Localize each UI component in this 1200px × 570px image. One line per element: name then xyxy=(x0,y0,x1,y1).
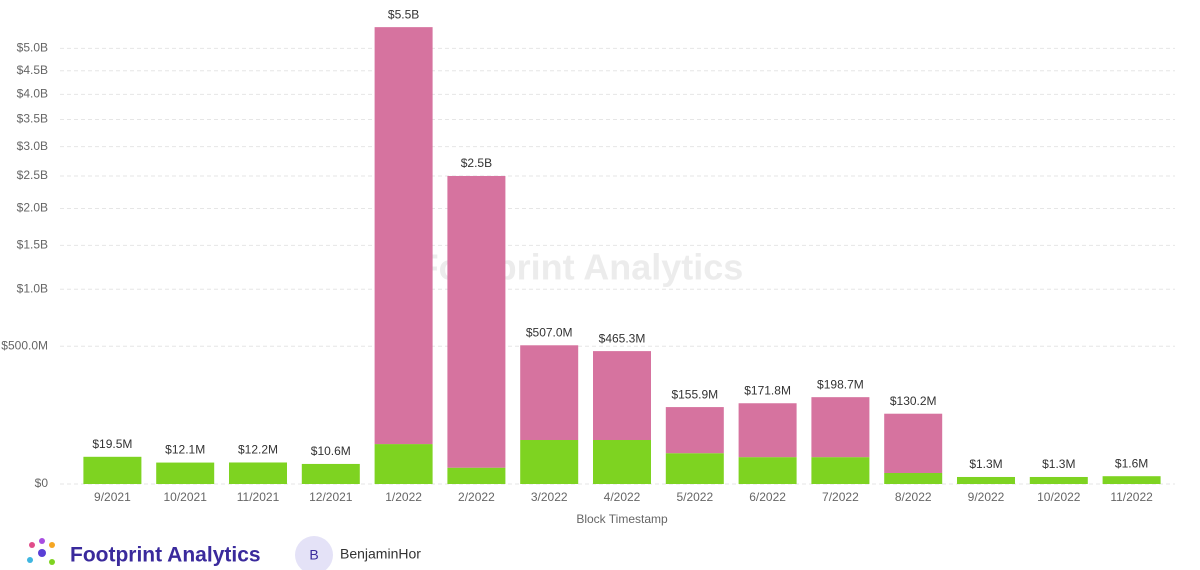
x-tick-label: 12/2021 xyxy=(309,490,353,504)
bar-segment xyxy=(156,462,215,484)
x-tick-label: 10/2021 xyxy=(164,490,208,504)
y-tick-label: $1.5B xyxy=(17,238,48,252)
x-tick-label: 4/2022 xyxy=(604,490,641,504)
bar-segment xyxy=(301,463,360,484)
total-label: $1.6M xyxy=(1115,456,1148,470)
total-label: $2.5B xyxy=(461,156,492,170)
avatar[interactable] xyxy=(295,536,333,570)
bar-segment xyxy=(957,476,1015,484)
bar-segment xyxy=(520,345,579,441)
x-tick-label: 2/2022 xyxy=(458,490,495,504)
bar-segment xyxy=(1029,476,1088,484)
bar-segment xyxy=(229,462,287,484)
total-label: $10.6M xyxy=(311,444,351,458)
y-tick-label: $0 xyxy=(35,476,49,490)
bar-segment xyxy=(593,351,651,441)
x-tick-label: 10/2022 xyxy=(1037,490,1081,504)
y-tick-label: $4.0B xyxy=(17,87,48,101)
total-label: $155.9M xyxy=(671,387,718,401)
bar-segment xyxy=(738,403,797,458)
x-tick-label: 1/2022 xyxy=(385,490,422,504)
bar-segment xyxy=(811,397,870,458)
bar-segment xyxy=(374,444,433,484)
y-tick-label: $500.0M xyxy=(1,338,48,352)
x-tick-label: 9/2021 xyxy=(94,490,131,504)
bar-segment xyxy=(83,456,142,484)
bar-segment xyxy=(665,407,724,454)
bar-segment xyxy=(665,453,724,484)
bar-segment xyxy=(593,440,651,484)
y-tick-label: $3.0B xyxy=(17,139,48,153)
bar-segment xyxy=(447,175,506,468)
y-tick-label: $2.5B xyxy=(17,168,48,182)
total-label: $130.2M xyxy=(890,394,937,408)
bar-segment xyxy=(884,472,943,484)
total-label: $198.7M xyxy=(817,377,864,391)
y-tick-label: $3.5B xyxy=(17,112,48,126)
x-tick-label: 5/2022 xyxy=(676,490,713,504)
footer-logo xyxy=(27,538,55,565)
total-label: $465.3M xyxy=(599,331,646,345)
x-axis-label: Block Timestamp xyxy=(576,512,668,526)
bar-segment xyxy=(811,457,870,484)
total-label: $507.0M xyxy=(526,325,573,339)
avatar-letter: B xyxy=(309,547,318,563)
y-tick-label: $2.0B xyxy=(17,201,48,215)
x-tick-label: 6/2022 xyxy=(749,490,786,504)
bar-segment xyxy=(447,467,506,484)
user-name[interactable]: BenjaminHor xyxy=(340,546,421,562)
y-tick-label: $5.0B xyxy=(17,41,48,55)
total-label: $5.5B xyxy=(388,7,419,21)
bar-segment xyxy=(520,440,579,484)
x-tick-label: 9/2022 xyxy=(968,490,1005,504)
total-label: $1.3M xyxy=(1042,457,1075,471)
x-tick-label: 3/2022 xyxy=(531,490,568,504)
x-tick-label: 7/2022 xyxy=(822,490,859,504)
total-label: $12.1M xyxy=(165,443,205,457)
total-label: $19.5M xyxy=(92,437,132,451)
total-label: $12.2M xyxy=(238,443,278,457)
total-label: $171.8M xyxy=(744,383,791,397)
x-tick-label: 11/2022 xyxy=(1110,490,1153,504)
x-tick-label: 8/2022 xyxy=(895,490,932,504)
bar-segment xyxy=(738,457,797,484)
y-tick-label: $4.5B xyxy=(17,63,48,77)
bar-segment xyxy=(884,413,943,473)
total-label: $1.3M xyxy=(969,457,1002,471)
bar-segment xyxy=(374,27,433,445)
x-tick-label: 11/2021 xyxy=(237,490,280,504)
y-tick-label: $1.0B xyxy=(17,281,48,295)
bar-segment xyxy=(1102,476,1161,484)
footer-brand: Footprint Analytics xyxy=(70,544,261,567)
